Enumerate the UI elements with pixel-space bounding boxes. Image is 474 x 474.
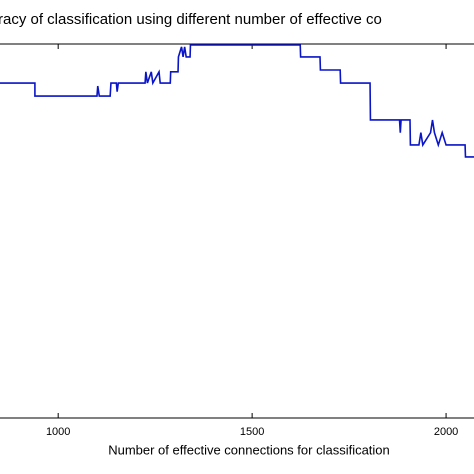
data-line [0,44,474,158]
x-axis-label: Number of effective connections for clas… [108,442,390,457]
chart-title: racy of classification using different n… [0,11,382,28]
x-tick-label: 1000 [46,426,70,438]
x-tick-label: 2000 [434,426,458,438]
x-tick-label: 1500 [240,426,264,438]
